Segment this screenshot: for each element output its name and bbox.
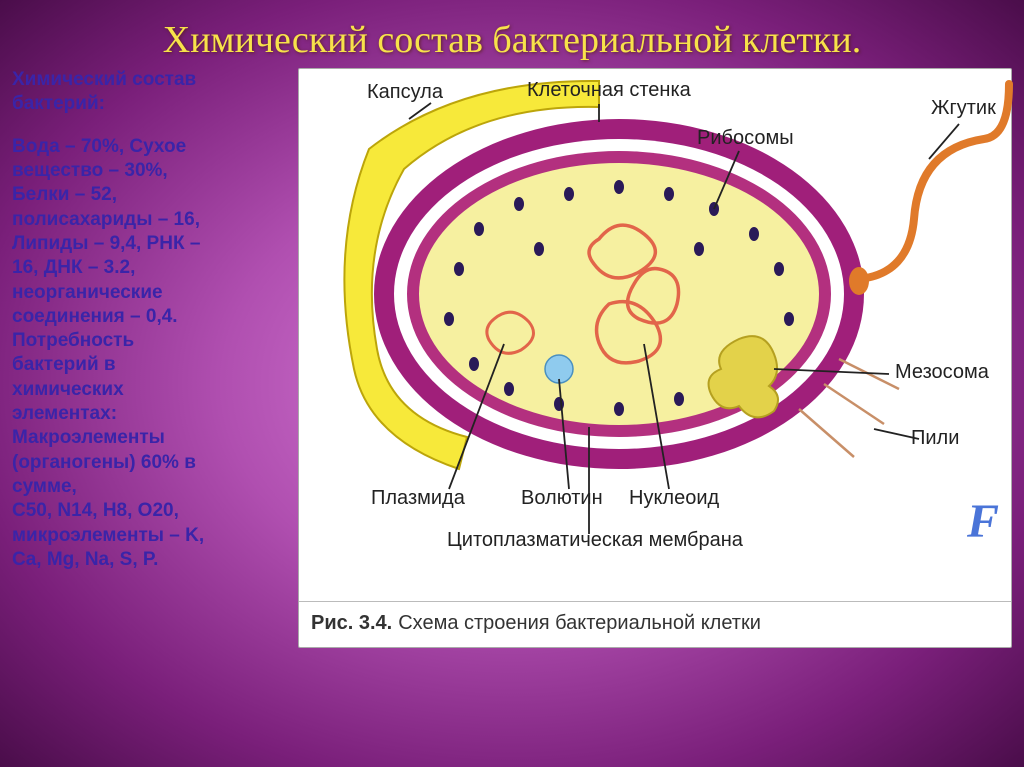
label-capsule: Капсула [367, 81, 443, 104]
label-plasmid: Плазмида [371, 487, 465, 510]
composition-line: Ca, Mg, Na, S, P. [12, 548, 282, 572]
label-membrane: Цитоплазматическая мембрана [447, 529, 743, 552]
cell-figure: Капсула Клеточная стенка Рибосомы Жгутик… [298, 68, 1012, 648]
composition-line: С50, N14, H8, O20, [12, 499, 282, 523]
label-cellwall: Клеточная стенка [527, 79, 691, 102]
page-title: Химический состав бактериальной клетки. [0, 0, 1024, 62]
label-mesosome: Мезосома [895, 361, 989, 384]
logo-f: F [967, 494, 999, 549]
composition-line: Вода – 70%, Сухое [12, 135, 282, 159]
composition-line: бактерий в [12, 353, 282, 377]
composition-line: Липиды – 9,4, РНК – [12, 232, 282, 256]
composition-line: элементах: [12, 402, 282, 426]
cell-svg [299, 69, 1013, 599]
composition-subhead: Химический состав бактерий: [12, 68, 282, 117]
composition-line: Белки – 52, [12, 183, 282, 207]
caption-number: Рис. 3.4. [311, 612, 392, 635]
volutin-shape [545, 355, 573, 383]
label-ribosomes: Рибосомы [697, 127, 794, 150]
diagram-area: Капсула Клеточная стенка Рибосомы Жгутик… [299, 69, 1011, 601]
label-pili: Пили [911, 427, 959, 450]
composition-text: Химический состав бактерий: Вода – 70%, … [12, 68, 282, 648]
label-flagellum: Жгутик [931, 97, 996, 120]
label-volutin: Волютин [521, 487, 603, 510]
composition-line: соединения – 0,4. [12, 305, 282, 329]
composition-line: полисахариды – 16, [12, 208, 282, 232]
caption-text: Схема строения бактериальной клетки [398, 612, 761, 635]
label-nucleoid: Нуклеоид [629, 487, 719, 510]
composition-line: Макроэлементы [12, 426, 282, 450]
composition-line: сумме, [12, 475, 282, 499]
figure-caption: Рис. 3.4. Схема строения бактериальной к… [299, 601, 1011, 647]
composition-line: Потребность [12, 329, 282, 353]
figure-column: Капсула Клеточная стенка Рибосомы Жгутик… [282, 68, 1012, 648]
composition-line: вещество – 30%, [12, 159, 282, 183]
flagellum-base [849, 267, 869, 295]
composition-line: микроэлементы – K, [12, 524, 282, 548]
composition-line: неорганические [12, 281, 282, 305]
main-layout: Химический состав бактерий: Вода – 70%, … [0, 62, 1024, 648]
composition-line: химических [12, 378, 282, 402]
composition-line: (органогены) 60% в [12, 451, 282, 475]
composition-line: 16, ДНК – 3.2, [12, 256, 282, 280]
